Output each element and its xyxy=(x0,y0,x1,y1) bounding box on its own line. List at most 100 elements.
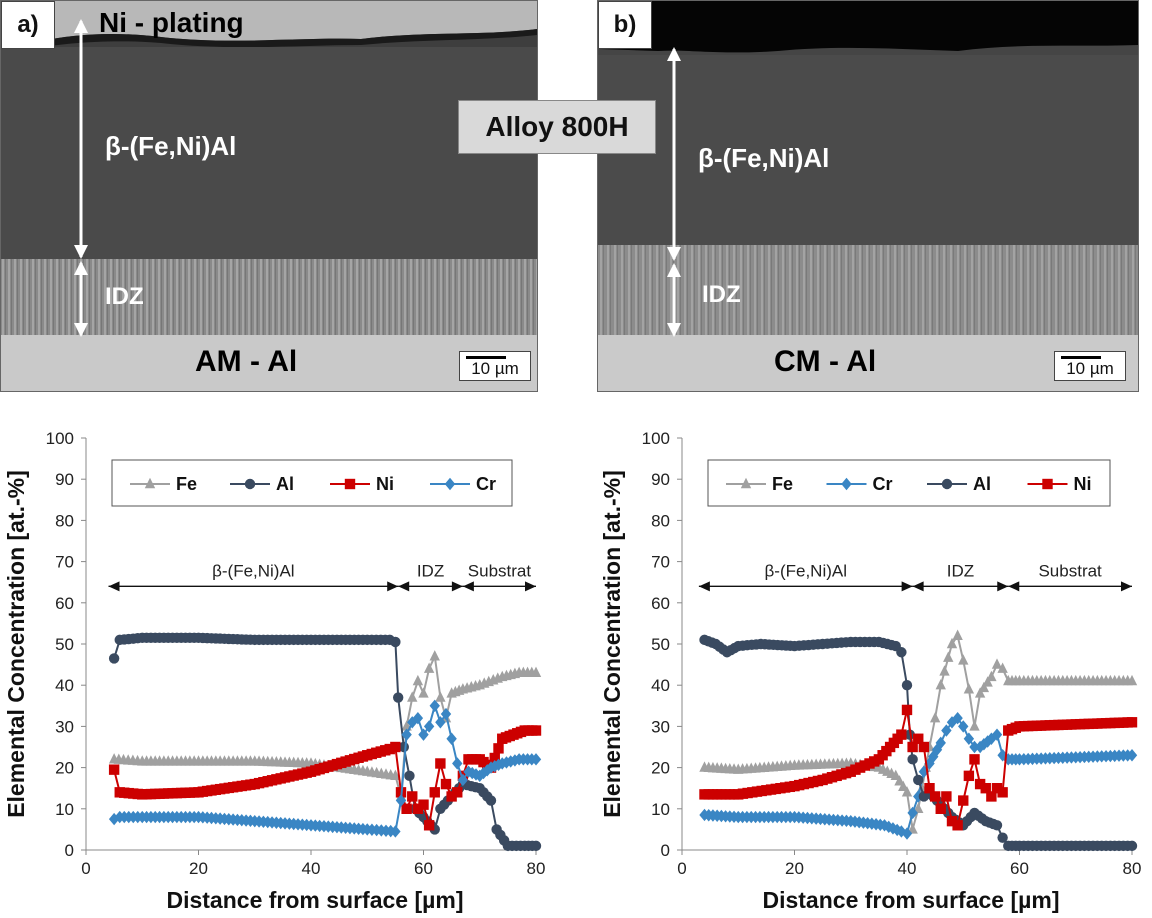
data-point-ni xyxy=(946,815,958,827)
legend-label-fe: Fe xyxy=(176,474,197,494)
data-point-cr xyxy=(982,735,993,748)
data-point-fe xyxy=(935,679,946,690)
zone-arrow-head xyxy=(525,581,536,592)
data-point-ni xyxy=(412,803,424,814)
data-point-ni xyxy=(440,778,452,790)
data-point-cr xyxy=(446,732,457,745)
idz-label-b: IDZ xyxy=(702,281,741,308)
zone-arrow-head xyxy=(398,581,410,592)
legend-marker-al xyxy=(941,478,953,490)
data-point-cr xyxy=(969,740,980,754)
data-point-ni xyxy=(941,791,952,802)
scale-bar-line xyxy=(1061,356,1101,359)
x-tick-label: 0 xyxy=(81,859,90,878)
data-point-ni xyxy=(952,820,963,831)
x-tick-label: 0 xyxy=(677,859,686,878)
y-tick-label: 50 xyxy=(651,635,670,654)
zone-arrow-head xyxy=(451,581,463,592)
legend-marker-fe xyxy=(144,477,156,489)
data-point-fe xyxy=(1126,674,1138,686)
data-point-fe xyxy=(969,720,980,731)
legend-label-ni: Ni xyxy=(376,474,394,494)
data-point-ni xyxy=(986,791,997,802)
series-ni xyxy=(108,725,542,831)
data-point-fe xyxy=(423,662,435,673)
x-axis-title: Distance from surface [µm] xyxy=(762,887,1059,913)
data-point-cr xyxy=(963,732,975,745)
data-point-ni xyxy=(997,787,1008,798)
concentration-chart-b: 0 10 20 30 40 50 60 70 80 90 100 0 20 40 60 80 Distance … xyxy=(599,429,1141,913)
process-label-a: AM - Al xyxy=(195,345,298,378)
data-point-ni xyxy=(493,743,504,754)
data-point-al xyxy=(991,820,1003,831)
y-tick-label: 100 xyxy=(642,429,670,448)
zone-label: β-(Fe,Ni)Al xyxy=(212,561,295,580)
data-point-al xyxy=(997,832,1008,843)
zone-arrow-head xyxy=(901,581,913,592)
data-point-cr xyxy=(941,724,952,737)
zone-arrow-head xyxy=(108,581,120,592)
ni-plating-label: Ni - plating xyxy=(99,7,244,38)
scale-bar-b: 10 µm xyxy=(1054,351,1126,381)
data-point-ni xyxy=(907,741,918,753)
y-tick-label: 100 xyxy=(46,429,74,448)
data-point-cr xyxy=(887,822,899,835)
data-point-al xyxy=(392,692,404,703)
y-tick-label: 40 xyxy=(651,676,670,695)
data-point-ni xyxy=(963,770,975,782)
data-point-ni xyxy=(913,733,924,744)
legend-marker-ni xyxy=(344,478,356,490)
data-point-fe xyxy=(958,654,969,665)
data-point-al xyxy=(913,774,924,786)
zone-label: Substrat xyxy=(1038,561,1102,580)
data-point-ni xyxy=(384,743,395,755)
micrograph-b-image xyxy=(598,1,1138,391)
zone-arrow-head xyxy=(387,581,399,592)
micrograph-b: b) β-(Fe,Ni)Al IDZ CM - Al 10 µm xyxy=(597,0,1139,392)
data-point-ni xyxy=(935,803,946,814)
data-point-ni xyxy=(980,783,991,794)
beta-layer-label-a: β-(Fe,Ni)Al xyxy=(105,131,237,161)
data-point-ni xyxy=(407,791,418,802)
zone-label: IDZ xyxy=(947,561,974,580)
data-point-fe xyxy=(435,691,446,702)
data-point-ni xyxy=(918,741,930,753)
scale-bar-a: 10 µm xyxy=(459,351,531,381)
idz-label-a: IDZ xyxy=(105,283,144,310)
x-tick-label: 40 xyxy=(898,859,917,878)
data-point-cr xyxy=(401,728,412,741)
beta-layer-label-b: β-(Fe,Ni)Al xyxy=(698,143,830,173)
data-point-ni xyxy=(901,704,913,716)
data-point-cr xyxy=(883,820,894,834)
legend-marker-al xyxy=(244,478,256,490)
y-tick-label: 10 xyxy=(651,800,670,819)
data-point-fe xyxy=(997,662,1008,673)
y-tick-label: 0 xyxy=(65,841,74,860)
scale-bar-label: 10 µm xyxy=(471,359,519,378)
data-point-ni xyxy=(489,752,500,764)
zone-arrow-head xyxy=(912,581,924,592)
data-point-cr xyxy=(407,716,418,729)
data-point-ni xyxy=(896,729,907,740)
data-point-al xyxy=(108,653,120,664)
data-point-cr xyxy=(952,711,963,725)
data-point-ni xyxy=(924,783,935,794)
series-cr xyxy=(699,711,1138,840)
data-point-ni xyxy=(435,758,446,769)
legend-marker-fe xyxy=(740,477,752,489)
zone-arrow-head xyxy=(462,581,474,592)
data-point-ni xyxy=(991,783,1003,794)
x-tick-label: 60 xyxy=(1010,859,1029,878)
y-tick-label: 40 xyxy=(55,676,74,695)
legend-label-fe: Fe xyxy=(772,474,793,494)
zone-arrow-head xyxy=(1008,581,1020,592)
data-point-fe xyxy=(530,666,542,678)
chart-legend: Fe Cr Al Ni xyxy=(707,459,1111,507)
data-point-fe xyxy=(952,629,963,640)
data-point-al xyxy=(485,795,497,806)
data-point-fe xyxy=(407,691,418,702)
legend-marker-cr xyxy=(841,477,852,491)
y-tick-label: 30 xyxy=(651,717,670,736)
data-point-cr xyxy=(530,753,542,766)
data-point-ni xyxy=(418,799,429,810)
